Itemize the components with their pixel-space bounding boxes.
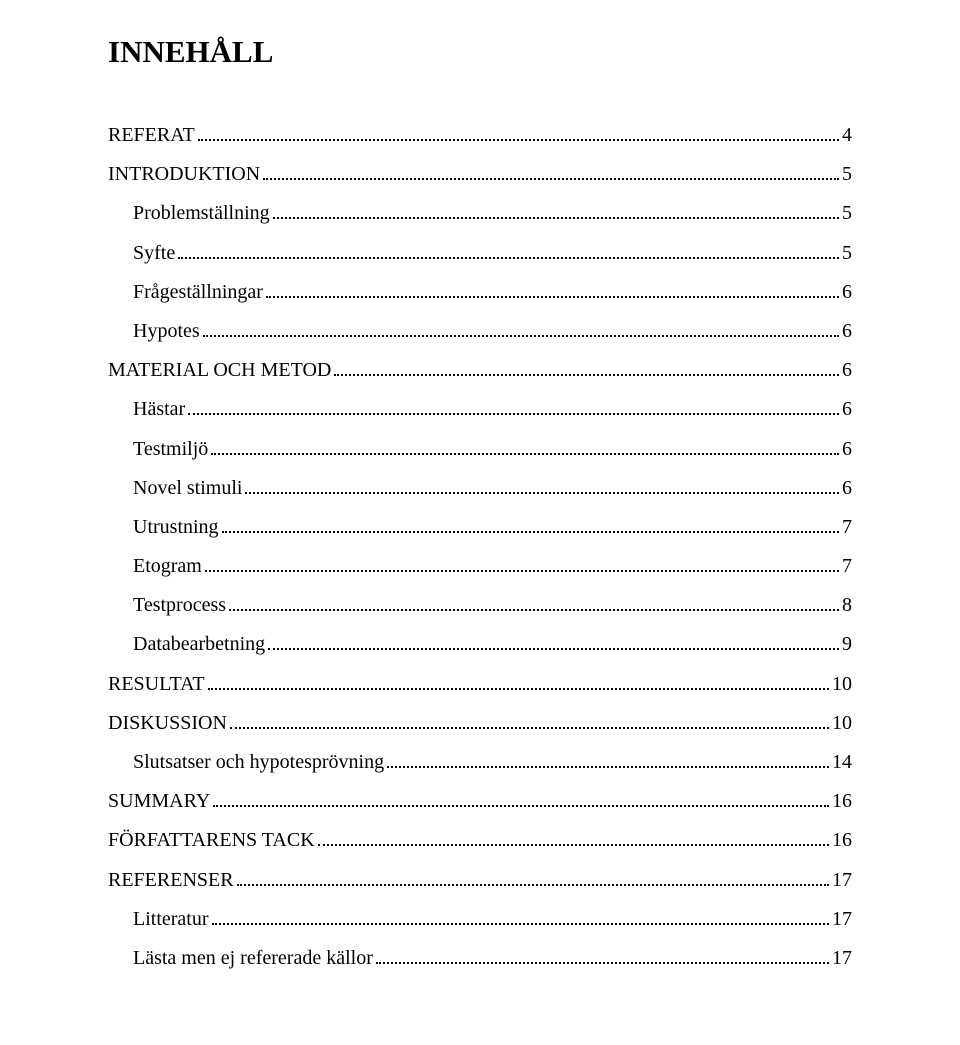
toc-row: Testprocess 8	[108, 594, 852, 617]
toc-row: INTRODUKTION 5	[108, 163, 852, 186]
toc-row: Hästar 6	[108, 398, 852, 421]
toc-row: Testmiljö 6	[108, 438, 852, 461]
toc-row: MATERIAL OCH METOD 6	[108, 359, 852, 382]
toc-entry-page: 6	[842, 359, 852, 382]
toc-entry-page: 17	[832, 908, 852, 931]
toc-entry-page: 4	[842, 124, 852, 147]
toc-entry-label: RESULTAT	[108, 673, 205, 696]
toc-entry-label: Novel stimuli	[133, 477, 242, 500]
toc-leader-dots	[245, 492, 839, 494]
toc-entry-label: Problemställning	[133, 202, 270, 225]
toc-leader-dots	[188, 413, 839, 415]
toc-leader-dots	[198, 139, 839, 141]
toc-entry-page: 10	[832, 673, 852, 696]
toc-leader-dots	[376, 962, 829, 964]
toc-leader-dots	[208, 688, 829, 690]
toc-entry-label: Testmiljö	[133, 438, 208, 461]
toc-leader-dots	[387, 766, 829, 768]
toc-entry-label: Frågeställningar	[133, 281, 263, 304]
page-title: INNEHÅLL	[108, 34, 852, 70]
toc-row: SUMMARY 16	[108, 790, 852, 813]
toc-entry-page: 6	[842, 281, 852, 304]
toc-row: RESULTAT 10	[108, 673, 852, 696]
toc-entry-page: 5	[842, 202, 852, 225]
toc-entry-label: Litteratur	[133, 908, 209, 931]
toc-leader-dots	[237, 884, 829, 886]
toc-row: Frågeställningar 6	[108, 281, 852, 304]
toc-leader-dots	[229, 609, 839, 611]
toc-entry-label: Utrustning	[133, 516, 219, 539]
toc-row: FÖRFATTARENS TACK 16	[108, 829, 852, 852]
table-of-contents: REFERAT 4INTRODUKTION 5Problemställning …	[108, 124, 852, 970]
toc-entry-page: 9	[842, 633, 852, 656]
toc-entry-page: 17	[832, 947, 852, 970]
document-page: INNEHÅLL REFERAT 4INTRODUKTION 5Problems…	[0, 0, 960, 1045]
toc-entry-label: SUMMARY	[108, 790, 210, 813]
toc-entry-label: Syfte	[133, 242, 175, 265]
toc-leader-dots	[203, 335, 839, 337]
toc-row: Utrustning 7	[108, 516, 852, 539]
toc-entry-label: Databearbetning	[133, 633, 265, 656]
toc-entry-page: 16	[832, 829, 852, 852]
toc-leader-dots	[230, 727, 829, 729]
toc-entry-page: 10	[832, 712, 852, 735]
toc-leader-dots	[178, 257, 839, 259]
toc-entry-label: Etogram	[133, 555, 202, 578]
toc-row: Problemställning 5	[108, 202, 852, 225]
toc-row: Lästa men ej refererade källor 17	[108, 947, 852, 970]
toc-entry-page: 16	[832, 790, 852, 813]
toc-entry-label: Testprocess	[133, 594, 226, 617]
toc-leader-dots	[222, 531, 839, 533]
toc-row: Databearbetning 9	[108, 633, 852, 656]
toc-entry-label: DISKUSSION	[108, 712, 227, 735]
toc-entry-page: 17	[832, 869, 852, 892]
toc-leader-dots	[318, 844, 829, 846]
toc-row: Litteratur 17	[108, 908, 852, 931]
toc-entry-page: 6	[842, 398, 852, 421]
toc-row: REFERENSER 17	[108, 869, 852, 892]
toc-row: Novel stimuli 6	[108, 477, 852, 500]
toc-entry-page: 6	[842, 320, 852, 343]
toc-row: Slutsatser och hypotesprövning 14	[108, 751, 852, 774]
toc-entry-page: 7	[842, 516, 852, 539]
toc-leader-dots	[334, 374, 839, 376]
toc-leader-dots	[263, 178, 839, 180]
toc-entry-page: 14	[832, 751, 852, 774]
toc-row: DISKUSSION 10	[108, 712, 852, 735]
toc-leader-dots	[268, 648, 839, 650]
toc-entry-label: Hästar	[133, 398, 185, 421]
toc-entry-label: FÖRFATTARENS TACK	[108, 829, 315, 852]
toc-leader-dots	[213, 805, 829, 807]
toc-entry-label: MATERIAL OCH METOD	[108, 359, 331, 382]
toc-entry-label: REFERAT	[108, 124, 195, 147]
toc-leader-dots	[205, 570, 839, 572]
toc-entry-label: Slutsatser och hypotesprövning	[133, 751, 384, 774]
toc-entry-page: 5	[842, 163, 852, 186]
toc-entry-page: 6	[842, 477, 852, 500]
toc-entry-page: 5	[842, 242, 852, 265]
toc-leader-dots	[273, 217, 839, 219]
toc-entry-label: Lästa men ej refererade källor	[133, 947, 373, 970]
toc-entry-label: INTRODUKTION	[108, 163, 260, 186]
toc-row: Etogram 7	[108, 555, 852, 578]
toc-row: Hypotes 6	[108, 320, 852, 343]
toc-entry-label: REFERENSER	[108, 869, 234, 892]
toc-row: Syfte 5	[108, 242, 852, 265]
toc-entry-label: Hypotes	[133, 320, 200, 343]
toc-entry-page: 6	[842, 438, 852, 461]
toc-leader-dots	[211, 453, 839, 455]
toc-entry-page: 7	[842, 555, 852, 578]
toc-leader-dots	[266, 296, 839, 298]
toc-leader-dots	[212, 923, 829, 925]
toc-entry-page: 8	[842, 594, 852, 617]
toc-row: REFERAT 4	[108, 124, 852, 147]
